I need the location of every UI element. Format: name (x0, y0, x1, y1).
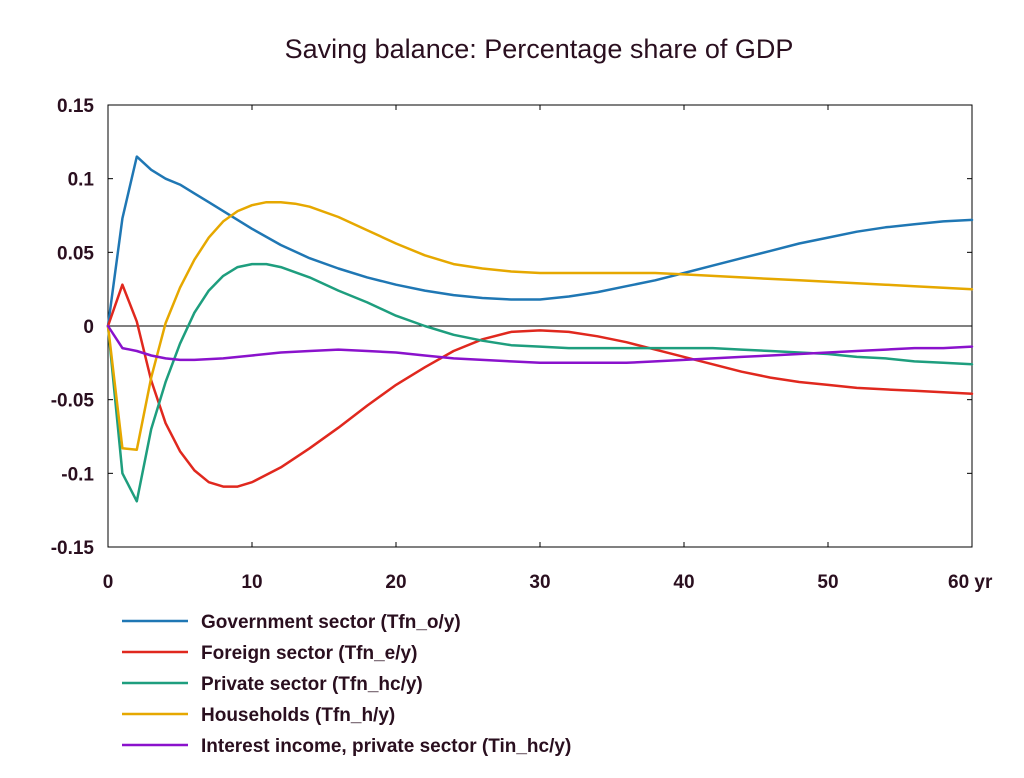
legend-label: Households (Tfn_h/y) (201, 705, 395, 726)
y-tick-label: -0.15 (51, 538, 95, 559)
y-tick-label: 0.1 (68, 170, 95, 191)
series-line-2 (106, 283, 974, 488)
legend-label: Government sector (Tfn_o/y) (201, 612, 461, 633)
x-tick-label: 60 yr (948, 572, 993, 593)
legend-label: Interest income, private sector (Tin_hc/… (201, 736, 571, 757)
series-line-1 (106, 155, 974, 328)
legend-label: Private sector (Tfn_hc/y) (201, 674, 423, 695)
y-tick-label: -0.1 (61, 464, 94, 485)
series-line-5 (106, 324, 974, 365)
y-tick-label: 0.15 (57, 96, 94, 117)
x-tick-label: 20 (385, 572, 406, 593)
x-tick-label: 50 (817, 572, 838, 593)
y-tick-label: 0 (83, 317, 94, 338)
legend-label: Foreign sector (Tfn_e/y) (201, 643, 417, 664)
chart-title: Saving balance: Percentage share of GDP (285, 34, 794, 64)
series-line-3 (106, 262, 974, 503)
x-tick-label: 40 (673, 572, 694, 593)
series-line-4 (106, 200, 974, 452)
series-lines (106, 155, 974, 503)
x-tick-label: 0 (103, 572, 114, 593)
legend: Government sector (Tfn_o/y) Foreign secto… (122, 612, 571, 757)
x-tick-label: 10 (241, 572, 262, 593)
x-tick-label: 30 (529, 572, 550, 593)
y-tick-label: -0.05 (51, 391, 95, 412)
y-tick-label: 0.05 (57, 243, 94, 264)
axes: 0.15 0.1 0.05 0 -0.05 -0.1 -0.15 0 10 20 30 40 50 60 … (51, 96, 993, 593)
